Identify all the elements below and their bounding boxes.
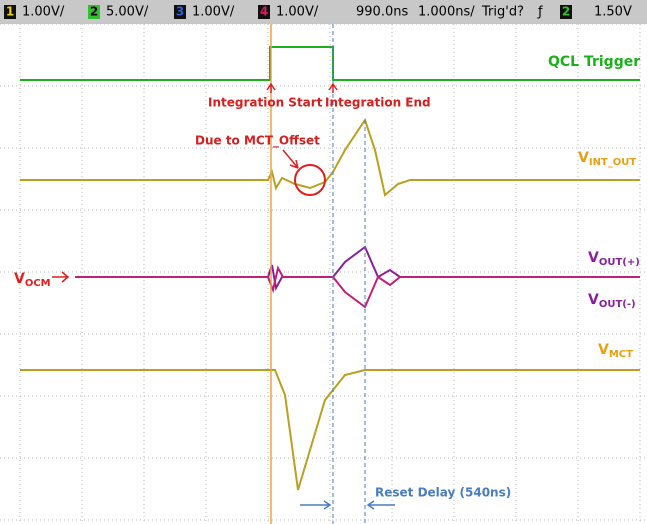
signal-subscript: OUT(+) xyxy=(599,257,640,268)
reset-delay: Reset Delay (540ns) xyxy=(375,486,511,500)
signal-symbol: V xyxy=(578,150,589,166)
mct-offset-note: Due to MCT_Offset xyxy=(195,134,320,149)
qcl-label: QCL Trigger xyxy=(548,54,640,70)
signal-symbol: V xyxy=(588,292,599,308)
channel-number: 4 xyxy=(260,5,268,19)
status: Trig'd? xyxy=(481,5,524,20)
header: 1 1.00V/2 5.00V/3 1.00V/4 1.00V/990.0ns 1.000… xyxy=(4,5,632,20)
signal-subscript: OUT(-) xyxy=(599,299,636,310)
signal-subscript: OCM xyxy=(25,278,51,289)
delay: 990.0ns xyxy=(356,5,408,20)
channel-number: 2 xyxy=(90,5,98,19)
screen-bg xyxy=(0,0,647,524)
timebase: 1.000ns/ xyxy=(418,5,475,20)
signal-symbol: V xyxy=(588,250,599,266)
channel-scale: 1.00V/ xyxy=(192,5,235,20)
scope-screen: 1 1.00V/2 5.00V/3 1.00V/4 1.00V/990.0ns 1.000… xyxy=(0,0,647,524)
trigger-channel: 2 xyxy=(562,5,570,19)
channel-number: 1 xyxy=(6,5,14,19)
signal-symbol: V xyxy=(14,271,25,287)
signal-subscript: INT_OUT xyxy=(589,157,637,168)
integration-start: Integration Start xyxy=(208,96,323,110)
trigger-slope: ƒ xyxy=(537,5,543,20)
channel-scale: 5.00V/ xyxy=(106,5,149,20)
channel-scale: 1.00V/ xyxy=(22,5,65,20)
signal-subscript: MCT xyxy=(609,349,633,360)
channel-number: 3 xyxy=(176,5,184,19)
integration-end: Integration End xyxy=(325,96,431,110)
channel-scale: 1.00V/ xyxy=(276,5,319,20)
signal-symbol: V xyxy=(598,342,609,358)
trigger-level: 1.50V xyxy=(594,5,632,20)
